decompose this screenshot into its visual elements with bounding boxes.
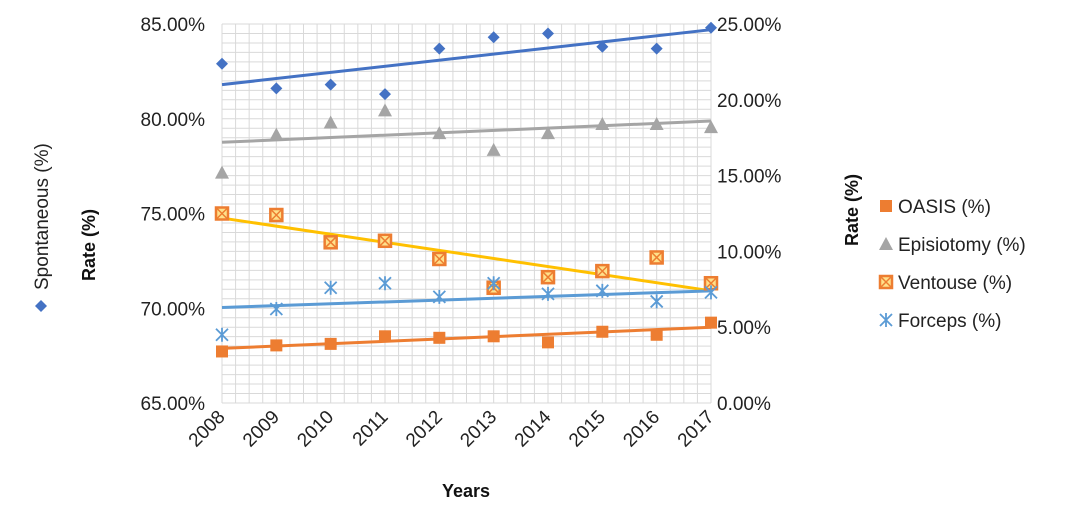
x-tick: 2014: [511, 406, 556, 451]
point-oasis: [379, 330, 391, 343]
trendline-forceps: [221, 289, 712, 309]
legend-marker-oasis: [880, 200, 892, 212]
point-episiotomy: [704, 120, 718, 134]
y-tick-right: 5.00%: [717, 318, 771, 339]
x-tick: 2010: [293, 407, 338, 452]
x-tick: 2012: [402, 407, 447, 452]
point-episiotomy: [432, 126, 447, 140]
legend-label-episiotomy: Episiotomy (%): [898, 235, 1026, 256]
trendline-spontaneous: [221, 28, 712, 87]
point-forceps: [704, 285, 718, 300]
point-spontaneous: [596, 40, 609, 53]
point-oasis: [216, 345, 228, 358]
point-ventouse: [649, 250, 664, 265]
point-spontaneous: [270, 82, 283, 95]
point-episiotomy: [215, 165, 229, 179]
legend-label-oasis: OASIS (%): [898, 197, 991, 218]
point-spontaneous: [487, 31, 500, 44]
point-oasis: [487, 330, 500, 343]
legend-left: Spontaneous (%): [32, 143, 53, 312]
x-tick: 2017: [674, 407, 719, 452]
legend-marker-spontaneous: [35, 300, 47, 312]
point-forceps: [269, 302, 283, 317]
x-tick: 2009: [239, 407, 284, 452]
y-tick-left: 65.00%: [141, 394, 206, 415]
point-spontaneous: [542, 27, 554, 40]
point-spontaneous: [705, 21, 717, 34]
point-forceps: [324, 280, 338, 295]
point-ventouse: [595, 263, 610, 279]
x-tick: 2015: [565, 407, 610, 452]
point-forceps: [215, 327, 229, 342]
point-spontaneous: [324, 78, 337, 91]
point-ventouse: [377, 233, 393, 249]
point-ventouse: [269, 207, 284, 223]
point-episiotomy: [378, 103, 392, 117]
grid: [221, 23, 712, 404]
point-forceps: [487, 276, 501, 291]
point-oasis: [324, 337, 337, 350]
point-episiotomy: [269, 127, 284, 141]
point-spontaneous: [216, 57, 228, 70]
point-oasis: [596, 325, 609, 338]
y-tick-left: 85.00%: [141, 15, 206, 36]
point-forceps: [650, 294, 664, 309]
x-tick: 2013: [456, 407, 501, 452]
point-ventouse: [540, 269, 556, 285]
legend-marker-ventouse: [878, 274, 894, 290]
point-episiotomy: [541, 126, 555, 140]
y-tick-right: 20.00%: [717, 91, 782, 112]
trendlines: [221, 28, 712, 350]
y-tick-left: 70.00%: [141, 299, 206, 320]
trendline-oasis: [221, 325, 712, 350]
point-spontaneous: [433, 42, 446, 55]
y-tick-left: 80.00%: [141, 110, 206, 131]
point-ventouse: [323, 235, 338, 250]
point-forceps: [378, 276, 392, 291]
x-axis-title: Years: [442, 481, 490, 501]
point-oasis: [705, 316, 717, 329]
point-oasis: [542, 336, 554, 349]
point-spontaneous: [650, 42, 663, 55]
y-tick-right: 0.00%: [717, 394, 771, 415]
y-tick-right: 15.00%: [717, 167, 782, 188]
trendline-episiotomy: [221, 119, 712, 144]
point-forceps: [432, 289, 446, 304]
y-tick-left: 75.00%: [141, 205, 206, 226]
point-ventouse: [214, 206, 230, 221]
y-axis-title-left: Rate (%): [79, 209, 99, 281]
point-oasis: [650, 328, 663, 341]
x-tick: 2011: [349, 407, 393, 451]
point-episiotomy: [649, 117, 664, 131]
legend-label-forceps: Forceps (%): [898, 311, 1001, 332]
y-tick-right: 25.00%: [717, 15, 782, 36]
legend-label-spontaneous: Spontaneous (%): [32, 143, 53, 290]
point-oasis: [433, 331, 446, 344]
point-episiotomy: [595, 117, 610, 131]
point-oasis: [270, 339, 283, 352]
legend-label-ventouse: Ventouse (%): [898, 273, 1012, 294]
legend-right: OASIS (%) Episiotomy (%) Ventouse (%) Force…: [878, 197, 1026, 332]
point-episiotomy: [486, 142, 501, 156]
legend-marker-forceps: [879, 313, 893, 327]
point-spontaneous: [379, 88, 391, 101]
x-tick: 2016: [619, 407, 664, 452]
point-episiotomy: [323, 115, 338, 129]
point-ventouse: [432, 251, 447, 267]
point-forceps: [541, 286, 555, 301]
trendline-ventouse: [221, 216, 712, 293]
legend-marker-episiotomy: [879, 237, 893, 250]
y-tick-right: 10.00%: [717, 242, 782, 263]
y-axis-title-right: Rate (%): [842, 174, 862, 246]
point-forceps: [595, 283, 609, 298]
data-markers: [214, 21, 719, 358]
